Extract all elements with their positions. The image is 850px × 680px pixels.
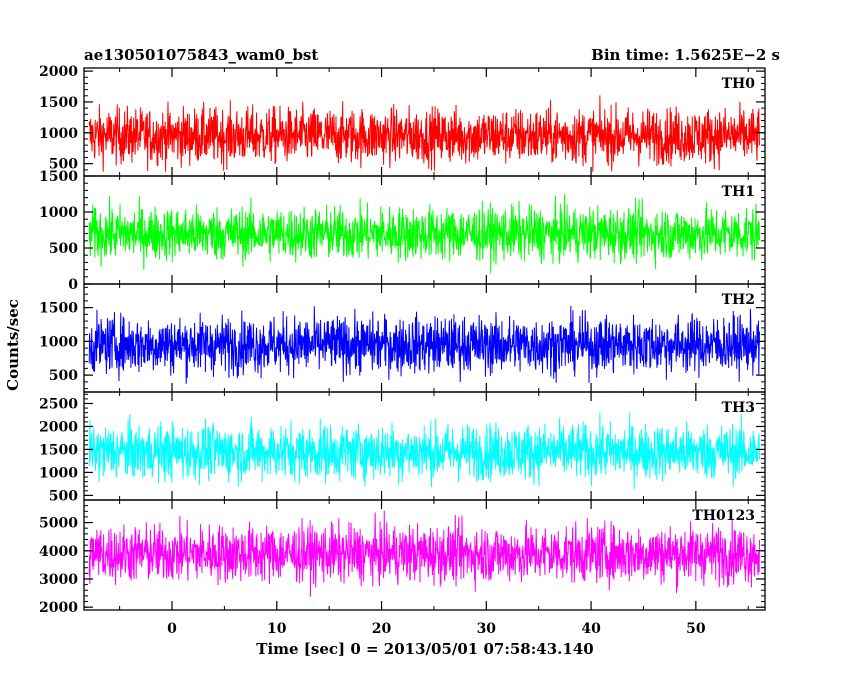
y-tick-label: 1000 — [39, 205, 78, 221]
y-tick-label: 1500 — [39, 442, 78, 458]
series-line-th3 — [88, 412, 760, 490]
y-tick-label: 1000 — [39, 334, 78, 350]
panel-th2: 500 1000 1500 TH2 — [39, 283, 766, 393]
panel-th1: 0 500 1000 1500 TH1 — [39, 169, 766, 293]
y-tick-label: 2000 — [39, 600, 78, 616]
band-label-th3: TH3 — [722, 400, 755, 416]
y-tick-label: 1500 — [39, 301, 78, 317]
y-tick-label: 3000 — [39, 572, 78, 588]
band-label-th0: TH0 — [722, 76, 756, 92]
chart-title-right: Bin time: 1.5625E−2 s — [591, 46, 780, 64]
y-axis-label: Counts/sec — [4, 299, 22, 391]
y-tick-label: 1000 — [39, 465, 78, 481]
panels-group: 500 1000 1500 2000 TH0 0 500 1000 1500 TH1 500 1000… — [39, 64, 766, 616]
y-tick-label: 500 — [49, 488, 78, 504]
panel-frame-th0123 — [83, 499, 766, 611]
panel-th0123: 2000 3000 4000 5000 TH0123 — [39, 499, 766, 616]
y-tick-label: 1000 — [39, 126, 78, 142]
y-tick-label: 2000 — [39, 64, 78, 80]
x-axis-label: Time [sec] 0 = 2013/05/01 07:58:43.140 — [256, 640, 593, 658]
x-tick-label: 50 — [686, 621, 706, 637]
series-line-th0 — [88, 95, 760, 172]
x-tick-label: 10 — [267, 621, 287, 637]
y-tick-label: 500 — [49, 241, 78, 257]
x-tick-label: 40 — [581, 621, 601, 637]
y-tick-label: 4000 — [39, 544, 78, 560]
band-label-th2: TH2 — [722, 292, 755, 308]
y-tick-label: 2500 — [39, 396, 78, 412]
y-tick-label: 1500 — [39, 169, 78, 185]
y-tick-label: 5000 — [39, 516, 78, 532]
panel-th3: 500 1000 1500 2000 2500 TH3 — [39, 391, 766, 504]
x-tick-label: 20 — [372, 621, 392, 637]
chart-title-left: ae130501075843_wam0_bst — [84, 46, 318, 64]
y-tick-label: 500 — [49, 157, 78, 173]
y-tick-label: 0 — [68, 277, 78, 293]
series-line-th2 — [88, 305, 760, 384]
x-tick-label: 30 — [477, 621, 497, 637]
band-label-th0123: TH0123 — [692, 508, 755, 524]
band-label-th1: TH1 — [722, 184, 755, 200]
x-axis: 0 10 20 30 40 50 — [167, 621, 706, 637]
x-tick-label: 0 — [167, 621, 177, 637]
series-line-th0123 — [88, 510, 760, 597]
series-line-th1 — [88, 193, 760, 274]
y-tick-label: 2000 — [39, 419, 78, 435]
y-tick-label: 1500 — [39, 95, 78, 111]
panel-th0: 500 1000 1500 2000 TH0 — [39, 64, 766, 177]
y-tick-label: 500 — [49, 368, 78, 384]
